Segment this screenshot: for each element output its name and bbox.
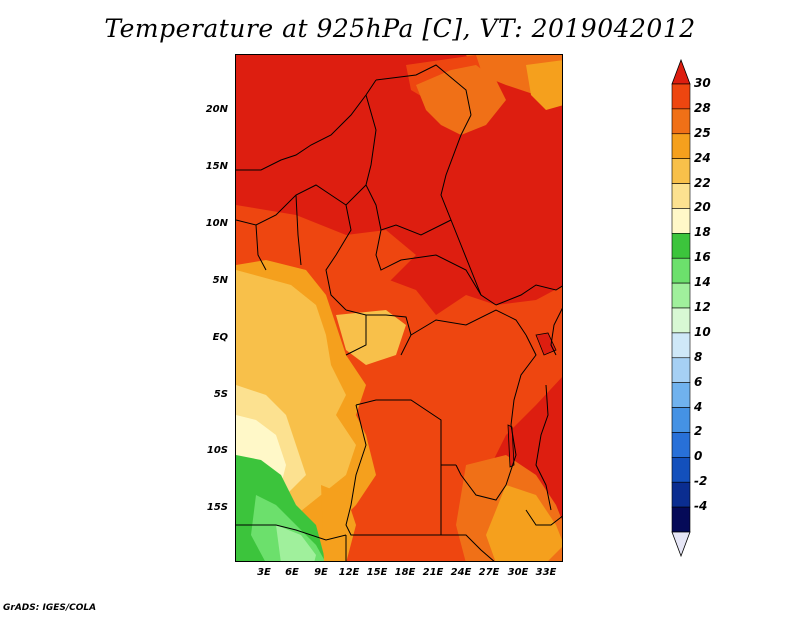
border-line — [535, 384, 552, 511]
border-line — [295, 194, 302, 266]
field-zone-chad-orange — [416, 65, 506, 135]
colorbar-box — [671, 432, 691, 458]
lon-label: 18E — [394, 567, 416, 578]
border-line — [236, 524, 347, 541]
colorbar-tick-label: 2 — [694, 424, 703, 439]
colorbar-box — [671, 208, 691, 234]
field-zone-south-warm — [321, 485, 356, 561]
colorbar-tick-label: -2 — [694, 474, 708, 489]
colorbar-tick-label: 0 — [694, 449, 703, 464]
lon-label: 21E — [422, 567, 444, 578]
border-line — [455, 424, 517, 501]
border-line — [345, 404, 441, 536]
colorbar-tick-label: 25 — [694, 125, 711, 140]
lat-label: 10S — [206, 445, 228, 456]
lon-label: 6E — [285, 567, 299, 578]
field-zone-south-east — [486, 485, 562, 561]
colorbar-box — [671, 506, 691, 533]
border-line — [355, 399, 456, 466]
colorbar-tick-label: 24 — [694, 150, 711, 165]
colorbar-tick-label: 28 — [694, 100, 711, 115]
lat-label: 15N — [205, 161, 228, 172]
lon-label: 24E — [450, 567, 472, 578]
colorbar-tick-label: -4 — [694, 499, 708, 514]
colorbar-box — [671, 133, 691, 159]
border-line — [236, 79, 377, 171]
border-line — [236, 184, 367, 226]
colorbar-box — [671, 407, 691, 433]
lake-victoria — [535, 332, 557, 356]
lat-label: 15S — [206, 502, 228, 513]
lat-label: EQ — [212, 332, 228, 343]
border-line — [255, 224, 267, 271]
temperature-map — [235, 54, 563, 562]
colorbar-box — [671, 457, 691, 483]
colorbar-box — [671, 108, 691, 135]
border-line — [525, 509, 562, 526]
lon-label: 12E — [338, 567, 360, 578]
lat-label: 20N — [205, 104, 228, 115]
field-zone-namibia-pale — [276, 525, 316, 561]
lake-tanganyika — [507, 424, 515, 468]
colorbar-tick-label: 22 — [694, 175, 711, 190]
colorbar-box — [671, 382, 691, 408]
colorbar-box — [671, 307, 691, 334]
border-line — [345, 315, 367, 356]
colorbar-boxes — [671, 58, 691, 558]
colorbar-box — [671, 282, 691, 309]
footer-credit: GrADS: IGES/COLA — [3, 603, 97, 613]
field-zone-ne-warm — [526, 60, 562, 110]
colorbar-tick-label: 10 — [694, 324, 711, 339]
colorbar-tick-label: 30 — [694, 76, 711, 90]
colorbar-box — [671, 83, 691, 110]
lon-label: 9E — [314, 567, 328, 578]
colorbar-tick-label: 12 — [694, 300, 711, 314]
border-line — [440, 465, 495, 561]
colorbar-cap-bottom — [671, 531, 691, 558]
border-line — [550, 307, 562, 356]
colorbar-box — [671, 357, 691, 383]
colorbar-box — [671, 233, 691, 259]
border-line — [380, 219, 452, 236]
border-line — [410, 309, 527, 336]
lon-label: 27E — [478, 567, 500, 578]
country-borders — [236, 64, 562, 561]
colorbar-box — [671, 332, 691, 359]
border-line — [345, 309, 412, 356]
colorbar-cap-top — [671, 58, 691, 85]
border-line — [375, 64, 472, 116]
colorbar-box — [671, 481, 691, 508]
border-line — [375, 229, 497, 306]
lon-label: 30E — [507, 567, 529, 578]
lat-label: 5N — [212, 275, 228, 286]
colorbar-tick-label: 6 — [694, 374, 703, 389]
lon-label: 33E — [535, 567, 557, 578]
lon-label: 3E — [257, 567, 271, 578]
lat-label: 5S — [213, 389, 228, 400]
colorbar-tick-label: 14 — [694, 275, 711, 290]
border-line — [325, 204, 352, 311]
colorbar-tick-label: 16 — [694, 250, 711, 265]
temperature-field — [236, 55, 562, 561]
colorbar-tick-label: 4 — [694, 399, 703, 414]
colorbar-tick-label: 18 — [694, 225, 711, 240]
map-title: Temperature at 925hPa [C], VT: 201904201… — [104, 14, 696, 43]
colorbar-box — [671, 183, 691, 209]
border-line — [495, 284, 562, 306]
colorbar-box — [671, 257, 691, 284]
lat-label: 10N — [205, 218, 228, 229]
border-line — [510, 334, 537, 426]
border-line — [440, 114, 482, 296]
lon-label: 15E — [366, 567, 388, 578]
colorbar-tick-label: 20 — [694, 200, 711, 215]
colorbar-tick-label: 8 — [694, 349, 703, 364]
colorbar-box — [671, 158, 691, 184]
border-line — [365, 94, 382, 231]
